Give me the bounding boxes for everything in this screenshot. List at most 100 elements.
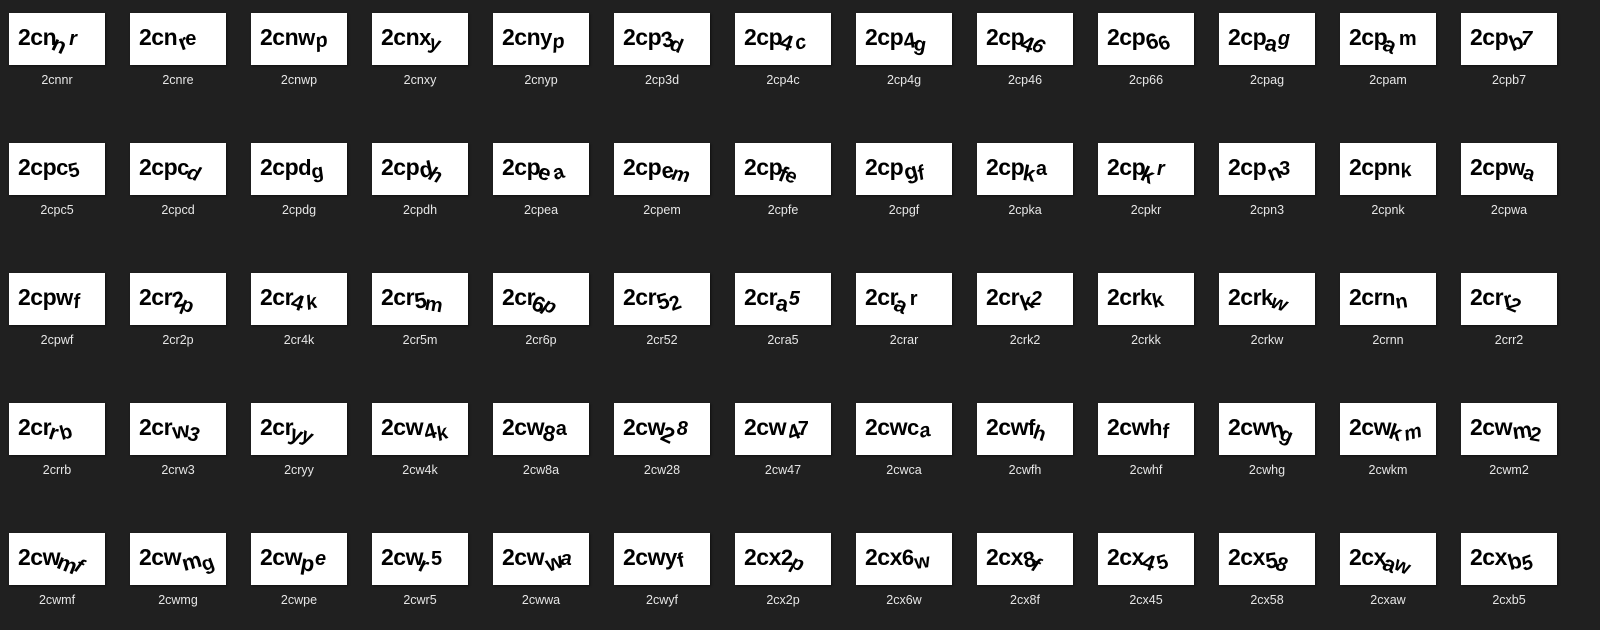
image-file-item[interactable]: 2cpnk 2cpnk: [1333, 143, 1443, 223]
image-file-item[interactable]: 2cp4c 2cp4c: [728, 13, 838, 93]
captcha-thumbnail[interactable]: 2cpem: [614, 143, 710, 195]
image-file-item[interactable]: 2cx6w 2cx6w: [849, 533, 959, 613]
captcha-thumbnail[interactable]: 2cr4k: [251, 273, 347, 325]
captcha-thumbnail[interactable]: 2crar: [856, 273, 952, 325]
image-file-item[interactable]: 2cwca 2cwca: [849, 403, 959, 483]
image-file-item[interactable]: 2cwm2 2cwm2: [1454, 403, 1564, 483]
captcha-thumbnail[interactable]: 2cx6w: [856, 533, 952, 585]
captcha-thumbnail[interactable]: 2cxaw: [1340, 533, 1436, 585]
captcha-thumbnail[interactable]: 2cx2p: [735, 533, 831, 585]
captcha-thumbnail[interactable]: 2cw28: [614, 403, 710, 455]
captcha-thumbnail[interactable]: 2cwwa: [493, 533, 589, 585]
image-file-item[interactable]: 2cr5m 2cr5m: [365, 273, 475, 353]
captcha-thumbnail[interactable]: 2cwmf: [9, 533, 105, 585]
captcha-thumbnail[interactable]: 2cr52: [614, 273, 710, 325]
captcha-thumbnail[interactable]: 2crnn: [1340, 273, 1436, 325]
image-file-item[interactable]: 2cwhg 2cwhg: [1212, 403, 1322, 483]
image-file-item[interactable]: 2crnn 2crnn: [1333, 273, 1443, 353]
image-file-item[interactable]: 2cpka 2cpka: [970, 143, 1080, 223]
image-file-item[interactable]: 2cx58 2cx58: [1212, 533, 1322, 613]
image-file-item[interactable]: 2cpb7 2cpb7: [1454, 13, 1564, 93]
captcha-thumbnail[interactable]: 2crr2: [1461, 273, 1557, 325]
image-file-item[interactable]: 2cw47 2cw47: [728, 403, 838, 483]
captcha-thumbnail[interactable]: 2cxb5: [1461, 533, 1557, 585]
image-file-item[interactable]: 2cpwa 2cpwa: [1454, 143, 1564, 223]
image-file-item[interactable]: 2cw8a 2cw8a: [486, 403, 596, 483]
image-file-item[interactable]: 2cwr5 2cwr5: [365, 533, 475, 613]
captcha-thumbnail[interactable]: 2cpea: [493, 143, 589, 195]
image-file-item[interactable]: 2cp3d 2cp3d: [607, 13, 717, 93]
captcha-thumbnail[interactable]: 2cwr5: [372, 533, 468, 585]
image-file-item[interactable]: 2cpwf 2cpwf: [2, 273, 112, 353]
captcha-thumbnail[interactable]: 2cpn3: [1219, 143, 1315, 195]
image-file-item[interactable]: 2cp4g 2cp4g: [849, 13, 959, 93]
captcha-thumbnail[interactable]: 2cpam: [1340, 13, 1436, 65]
captcha-thumbnail[interactable]: 2cwpe: [251, 533, 347, 585]
image-file-item[interactable]: 2cnnr 2cnnr: [2, 13, 112, 93]
captcha-thumbnail[interactable]: 2cwca: [856, 403, 952, 455]
image-file-item[interactable]: 2cwwa 2cwwa: [486, 533, 596, 613]
captcha-thumbnail[interactable]: 2cwmg: [130, 533, 226, 585]
captcha-thumbnail[interactable]: 2cpdg: [251, 143, 347, 195]
image-file-item[interactable]: 2crkw 2crkw: [1212, 273, 1322, 353]
captcha-thumbnail[interactable]: 2cr2p: [130, 273, 226, 325]
captcha-thumbnail[interactable]: 2cr5m: [372, 273, 468, 325]
captcha-thumbnail[interactable]: 2cw47: [735, 403, 831, 455]
image-file-item[interactable]: 2cpgf 2cpgf: [849, 143, 959, 223]
image-file-item[interactable]: 2cwmf 2cwmf: [2, 533, 112, 613]
captcha-thumbnail[interactable]: 2crrb: [9, 403, 105, 455]
captcha-thumbnail[interactable]: 2cp3d: [614, 13, 710, 65]
image-file-item[interactable]: 2cx2p 2cx2p: [728, 533, 838, 613]
captcha-thumbnail[interactable]: 2cpka: [977, 143, 1073, 195]
captcha-thumbnail[interactable]: 2crkk: [1098, 273, 1194, 325]
captcha-thumbnail[interactable]: 2cpnk: [1340, 143, 1436, 195]
captcha-thumbnail[interactable]: 2crk2: [977, 273, 1073, 325]
image-file-item[interactable]: 2cw28 2cw28: [607, 403, 717, 483]
captcha-thumbnail[interactable]: 2cp46: [977, 13, 1073, 65]
image-file-item[interactable]: 2crr2 2crr2: [1454, 273, 1564, 353]
image-file-item[interactable]: 2cwfh 2cwfh: [970, 403, 1080, 483]
captcha-thumbnail[interactable]: 2cx45: [1098, 533, 1194, 585]
captcha-thumbnail[interactable]: 2cwhf: [1098, 403, 1194, 455]
captcha-thumbnail[interactable]: 2cw8a: [493, 403, 589, 455]
image-file-item[interactable]: 2cra5 2cra5: [728, 273, 838, 353]
image-file-item[interactable]: 2cnwp 2cnwp: [244, 13, 354, 93]
image-file-item[interactable]: 2cryy 2cryy: [244, 403, 354, 483]
captcha-thumbnail[interactable]: 2cp4g: [856, 13, 952, 65]
captcha-thumbnail[interactable]: 2crkw: [1219, 273, 1315, 325]
image-file-item[interactable]: 2cwmg 2cwmg: [123, 533, 233, 613]
image-file-item[interactable]: 2crw3 2crw3: [123, 403, 233, 483]
image-file-item[interactable]: 2cpdg 2cpdg: [244, 143, 354, 223]
image-file-item[interactable]: 2cwhf 2cwhf: [1091, 403, 1201, 483]
image-file-item[interactable]: 2cwyf 2cwyf: [607, 533, 717, 613]
image-file-item[interactable]: 2cpn3 2cpn3: [1212, 143, 1322, 223]
image-file-item[interactable]: 2cpea 2cpea: [486, 143, 596, 223]
image-file-item[interactable]: 2cpkr 2cpkr: [1091, 143, 1201, 223]
image-file-item[interactable]: 2cx45 2cx45: [1091, 533, 1201, 613]
captcha-thumbnail[interactable]: 2cpb7: [1461, 13, 1557, 65]
captcha-thumbnail[interactable]: 2cpag: [1219, 13, 1315, 65]
captcha-thumbnail[interactable]: 2cw4k: [372, 403, 468, 455]
image-file-item[interactable]: 2cwpe 2cwpe: [244, 533, 354, 613]
image-file-item[interactable]: 2cpfe 2cpfe: [728, 143, 838, 223]
captcha-thumbnail[interactable]: 2cpfe: [735, 143, 831, 195]
image-file-item[interactable]: 2cr52 2cr52: [607, 273, 717, 353]
captcha-thumbnail[interactable]: 2cwm2: [1461, 403, 1557, 455]
image-file-item[interactable]: 2cnxy 2cnxy: [365, 13, 475, 93]
captcha-thumbnail[interactable]: 2cp66: [1098, 13, 1194, 65]
image-file-item[interactable]: 2crrb 2crrb: [2, 403, 112, 483]
captcha-thumbnail[interactable]: 2cwhg: [1219, 403, 1315, 455]
image-file-item[interactable]: 2cx8f 2cx8f: [970, 533, 1080, 613]
captcha-thumbnail[interactable]: 2cnwp: [251, 13, 347, 65]
captcha-thumbnail[interactable]: 2cra5: [735, 273, 831, 325]
captcha-thumbnail[interactable]: 2cpgf: [856, 143, 952, 195]
image-file-item[interactable]: 2cr4k 2cr4k: [244, 273, 354, 353]
image-file-item[interactable]: 2cxaw 2cxaw: [1333, 533, 1443, 613]
image-file-item[interactable]: 2cpem 2cpem: [607, 143, 717, 223]
captcha-thumbnail[interactable]: 2cryy: [251, 403, 347, 455]
captcha-thumbnail[interactable]: 2cpdh: [372, 143, 468, 195]
captcha-thumbnail[interactable]: 2cpc5: [9, 143, 105, 195]
captcha-thumbnail[interactable]: 2cpwa: [1461, 143, 1557, 195]
image-file-item[interactable]: 2cpdh 2cpdh: [365, 143, 475, 223]
image-file-item[interactable]: 2cpcd 2cpcd: [123, 143, 233, 223]
